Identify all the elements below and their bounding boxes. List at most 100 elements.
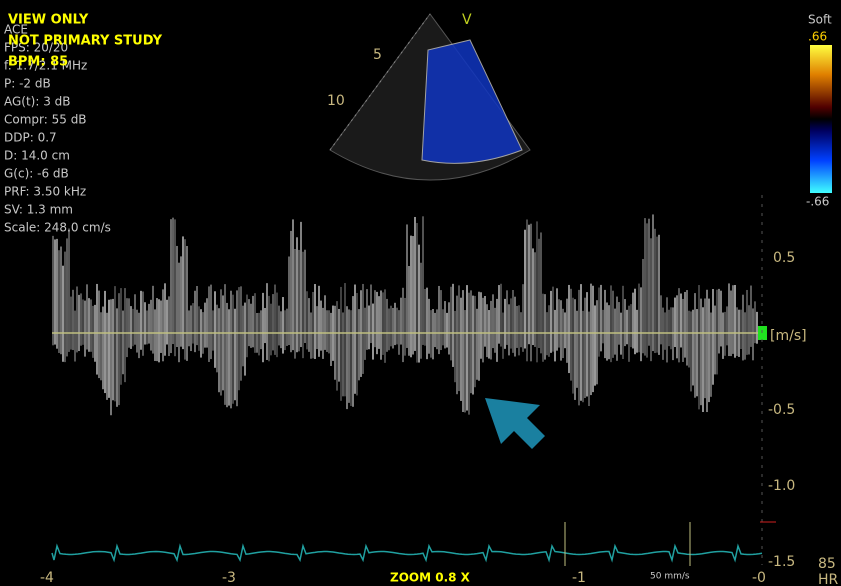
spectrum-column [70, 297, 72, 350]
spectrum-column [608, 305, 610, 359]
spectrum-column [328, 310, 330, 353]
spectrum-column [380, 290, 382, 359]
spectrum-column [710, 313, 712, 397]
spectrum-column [704, 298, 706, 398]
spectrum-column [518, 305, 520, 355]
spectrum-column [654, 229, 656, 353]
spectrum-column [750, 286, 752, 347]
spectrum-column [226, 303, 228, 407]
spectrum-column [318, 286, 320, 357]
parameter: PRF: 3.50 kHz [4, 185, 86, 199]
spectrum-column [376, 292, 378, 354]
spectrum-column [570, 289, 572, 381]
spectrum-column [422, 216, 424, 345]
spectrum-column [626, 310, 628, 344]
spectrum-column [426, 288, 428, 360]
color-box [422, 40, 522, 163]
spectrum-column [342, 312, 344, 396]
spectrum-column [414, 217, 416, 351]
spectrum-column [272, 294, 274, 350]
spectrum-column [492, 294, 494, 348]
spectrum-column [500, 284, 502, 347]
spectrum-column [310, 312, 312, 358]
spectrum-column [722, 313, 724, 359]
spectrum-column [186, 246, 188, 361]
zoom-label: ZOOM 0.8 X [390, 571, 471, 585]
spectrum-column [154, 309, 156, 361]
spectrum-column [284, 310, 286, 350]
spectrum-column [210, 285, 212, 359]
spectrum-column [190, 305, 192, 351]
spectrum-column [692, 310, 694, 386]
spectrum-column [286, 309, 288, 346]
spectrum-column [520, 312, 522, 347]
spectrum-column [352, 296, 354, 407]
spectrum-column [64, 252, 66, 363]
spectrum-column [586, 292, 588, 396]
spectrum-column [214, 291, 216, 368]
spectrum-column [246, 295, 248, 358]
spectrum-column [62, 266, 64, 362]
spectrum-column [378, 296, 380, 349]
spectrum-column [676, 295, 678, 358]
depth-label: 5 [373, 47, 382, 63]
spectrum-column [114, 286, 116, 401]
spectrum-column [390, 306, 392, 347]
spectrum-column [194, 291, 196, 352]
spectrum-column [156, 298, 158, 361]
spectrum-column [112, 299, 114, 400]
spectrum-column [658, 235, 660, 355]
spectrum-column [640, 287, 642, 361]
spectrum-column [140, 291, 142, 350]
spectrum-column [184, 239, 186, 359]
spectrum-column [632, 293, 634, 349]
spectrum-column [490, 301, 492, 360]
spectrum-column [690, 311, 692, 391]
spectrum-column [372, 304, 374, 360]
spectrum-column [276, 293, 278, 358]
spectrum-column [642, 259, 644, 353]
spectrum-column [396, 308, 398, 345]
spectrum-column [96, 284, 98, 375]
spectrum-column [266, 283, 268, 360]
time-label: -3 [222, 570, 236, 586]
color-bar-bottom: -.66 [806, 195, 829, 209]
spectrum-column [82, 299, 84, 344]
spectrum-column [666, 297, 668, 362]
parameter: Scale: 248.0 cm/s [4, 221, 111, 235]
spectrum-column [698, 285, 700, 409]
spectrum-column [720, 291, 722, 347]
spectrum-column [688, 311, 690, 368]
spectrum-column [406, 224, 408, 348]
spectrum-column [198, 306, 200, 350]
spectrum-column [682, 299, 684, 362]
spectrum-column [576, 311, 578, 388]
spectrum-column [452, 284, 454, 367]
spectrum-column [60, 247, 62, 355]
spectrum-column [122, 311, 124, 375]
spectrum-column [496, 299, 498, 362]
spectrum-column [716, 290, 718, 375]
spectrum-column [574, 299, 576, 400]
spectrum-column [228, 309, 230, 405]
spectrum-column [512, 290, 514, 353]
spectrum-column [478, 292, 480, 381]
spectrum-column [56, 239, 58, 349]
spectrum-column [234, 309, 236, 400]
spectrum-column [80, 293, 82, 345]
spectrum-column [540, 232, 542, 353]
velocity-label: -0.5 [768, 402, 795, 418]
spectrum-column [224, 284, 226, 405]
spectrum-column [420, 263, 422, 359]
spectrum-column [66, 238, 68, 356]
annotation-arrow [485, 398, 545, 449]
spectrum-column [100, 312, 102, 380]
spectrum-column [362, 284, 364, 374]
spectrum-column [110, 299, 112, 415]
spectrum-column [92, 306, 94, 358]
spectrum-column [566, 299, 568, 363]
warning: BPM: 85 [8, 55, 68, 70]
spectrum-column [120, 288, 122, 385]
spectrum-column [74, 311, 76, 362]
spectrum-column [432, 309, 434, 359]
